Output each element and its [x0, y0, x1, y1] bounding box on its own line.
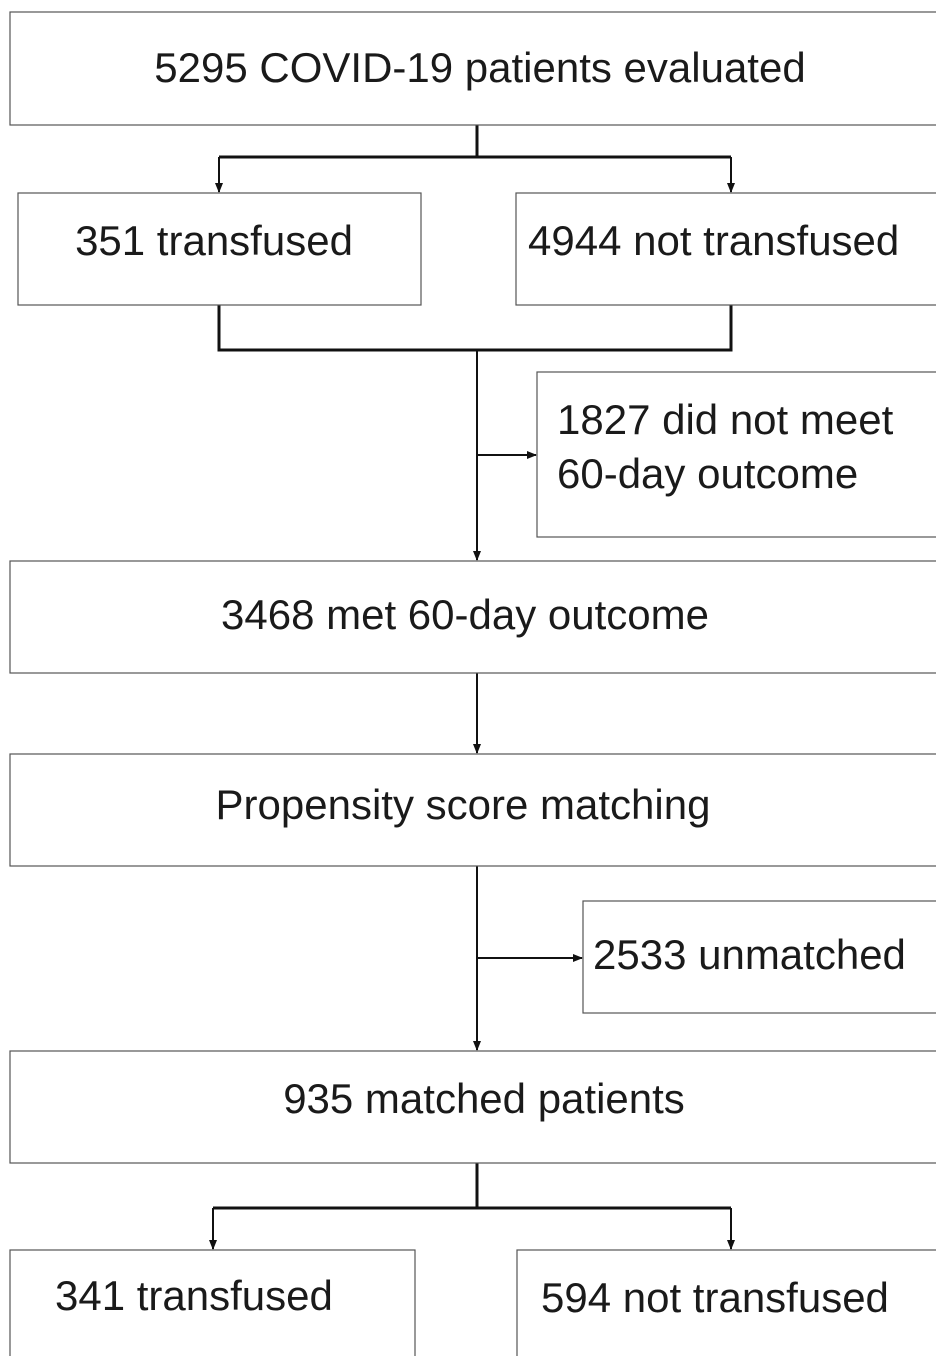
node-label: 341 transfused [55, 1272, 333, 1319]
box [9, 1249, 416, 1356]
connector [213, 1163, 731, 1210]
connectors [209, 125, 735, 1250]
box [536, 371, 936, 538]
node-label: 3468 met 60-day outcome [221, 591, 709, 638]
node-label: 351 transfused [75, 217, 353, 264]
box [17, 192, 422, 306]
node-label: 1827 did not meet [557, 396, 894, 443]
box [582, 900, 936, 1014]
connector [219, 125, 731, 159]
box [9, 753, 936, 867]
box [515, 192, 936, 306]
node-label: 2533 unmatched [593, 931, 906, 978]
box [9, 560, 936, 674]
connector [217, 305, 733, 352]
node-label: 4944 not transfused [528, 217, 899, 264]
box [9, 11, 936, 126]
box [516, 1249, 936, 1356]
node-label: 5295 COVID-19 patients evaluated [154, 44, 805, 91]
node-label: Propensity score matching [216, 781, 711, 828]
node-label: 594 not transfused [541, 1274, 889, 1321]
node-label: 60-day outcome [557, 450, 858, 497]
node-label: 935 matched patients [283, 1075, 685, 1122]
box [9, 1050, 936, 1164]
